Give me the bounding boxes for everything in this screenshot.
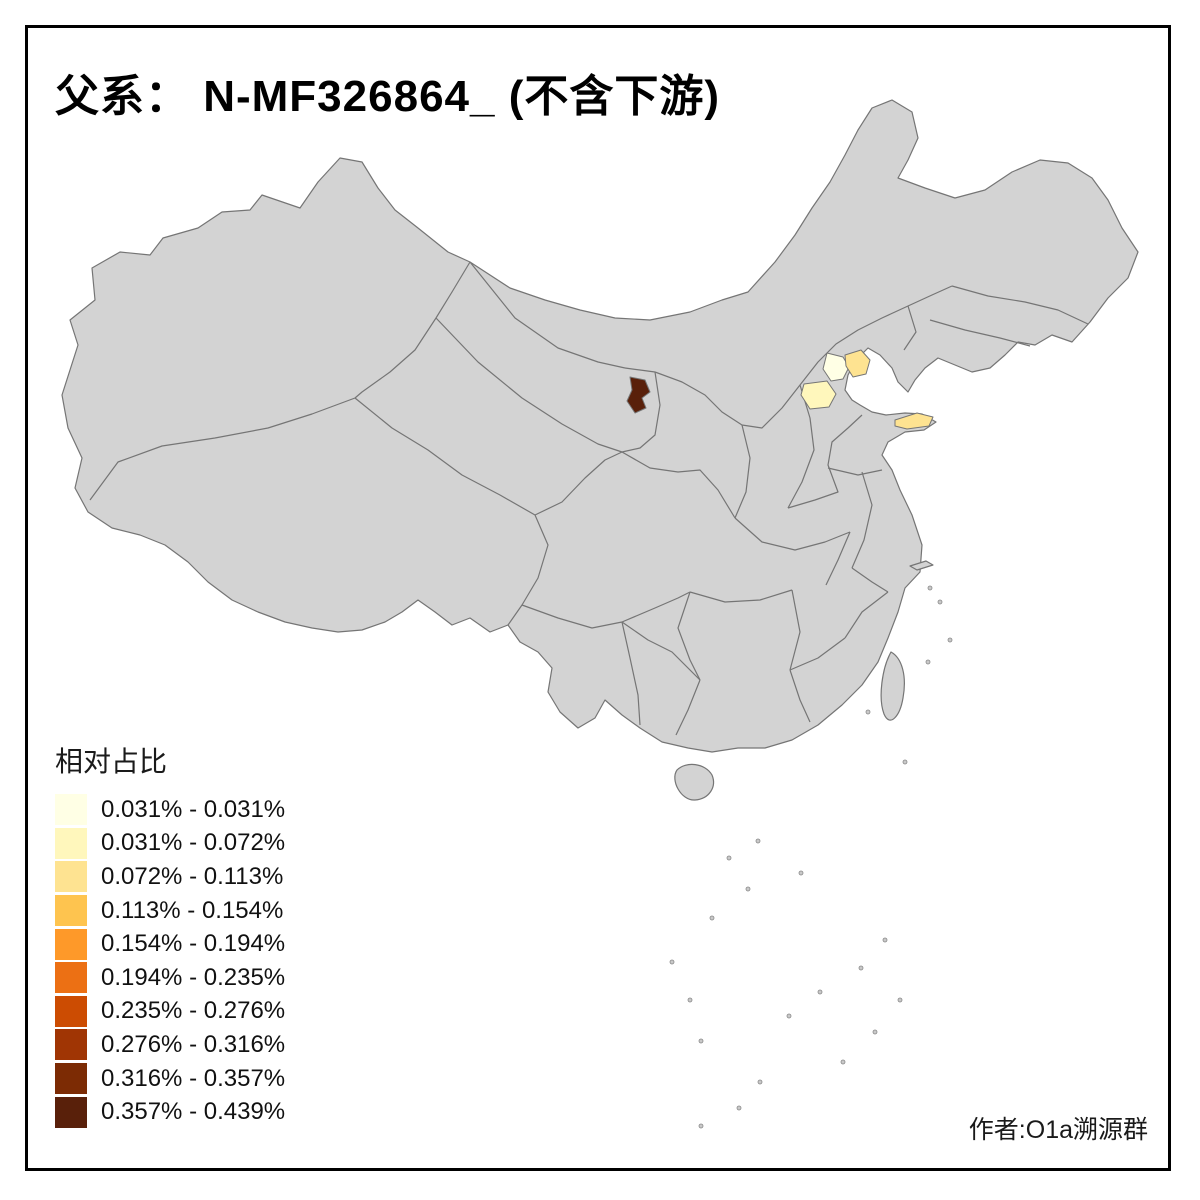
legend-row: 0.031% - 0.072% xyxy=(55,827,285,861)
legend-swatch xyxy=(55,962,87,994)
legend-row: 0.113% - 0.154% xyxy=(55,894,285,928)
legend-bin-label: 0.194% - 0.235% xyxy=(101,963,286,991)
legend-row: 0.276% - 0.316% xyxy=(55,1028,285,1062)
chongming-island xyxy=(909,560,934,571)
legend-row: 0.316% - 0.357% xyxy=(55,1062,285,1096)
legend-swatch xyxy=(55,827,87,859)
legend-bin-label: 0.276% - 0.316% xyxy=(101,1030,286,1058)
legend-rows: 0.031% - 0.031% 0.031% - 0.072% 0.072% -… xyxy=(55,793,285,1129)
legend-bin-label: 0.113% - 0.154% xyxy=(101,896,284,924)
legend-row: 0.031% - 0.031% xyxy=(55,793,285,827)
legend: 相对占比 0.031% - 0.031% 0.031% - 0.072% 0.0… xyxy=(55,745,285,1129)
legend-swatch xyxy=(55,1096,87,1128)
province-borders xyxy=(89,261,1089,736)
legend-row: 0.194% - 0.235% xyxy=(55,961,285,995)
taiwan-island xyxy=(880,651,905,721)
legend-bin-label: 0.072% - 0.113% xyxy=(101,862,284,890)
sea-islands xyxy=(669,585,953,1129)
highlight-region-2 xyxy=(844,349,871,378)
legend-bin-label: 0.031% - 0.031% xyxy=(101,795,286,823)
highlight-region-1 xyxy=(822,352,850,382)
legend-bin-label: 0.235% - 0.276% xyxy=(101,997,286,1025)
map-title: 父系： N-MF326864_ (不含下游) xyxy=(55,72,721,121)
legend-swatch xyxy=(55,861,87,893)
legend-swatch xyxy=(55,794,87,826)
legend-row: 0.235% - 0.276% xyxy=(55,995,285,1029)
author-credit: 作者:O1a溯源群 xyxy=(968,1116,1148,1144)
hainan-island xyxy=(674,763,715,801)
legend-swatch xyxy=(55,1029,87,1061)
highlight-region-4 xyxy=(894,412,934,430)
highlight-regions xyxy=(626,349,934,430)
legend-row: 0.357% - 0.439% xyxy=(55,1095,285,1129)
legend-row: 0.154% - 0.194% xyxy=(55,927,285,961)
legend-row: 0.072% - 0.113% xyxy=(55,860,285,894)
legend-bin-label: 0.154% - 0.194% xyxy=(101,930,286,958)
legend-bin-label: 0.316% - 0.357% xyxy=(101,1064,286,1092)
legend-swatch xyxy=(55,895,87,927)
china-mainland xyxy=(61,99,1139,753)
legend-swatch xyxy=(55,1063,87,1095)
highlight-region-3 xyxy=(800,380,837,410)
legend-bin-label: 0.031% - 0.072% xyxy=(101,829,286,857)
legend-title: 相对占比 xyxy=(55,746,168,777)
legend-swatch xyxy=(55,928,87,960)
highlight-region-5 xyxy=(626,376,651,414)
land-group xyxy=(61,99,1139,1129)
legend-bin-label: 0.357% - 0.439% xyxy=(101,1098,286,1126)
legend-swatch xyxy=(55,995,87,1027)
